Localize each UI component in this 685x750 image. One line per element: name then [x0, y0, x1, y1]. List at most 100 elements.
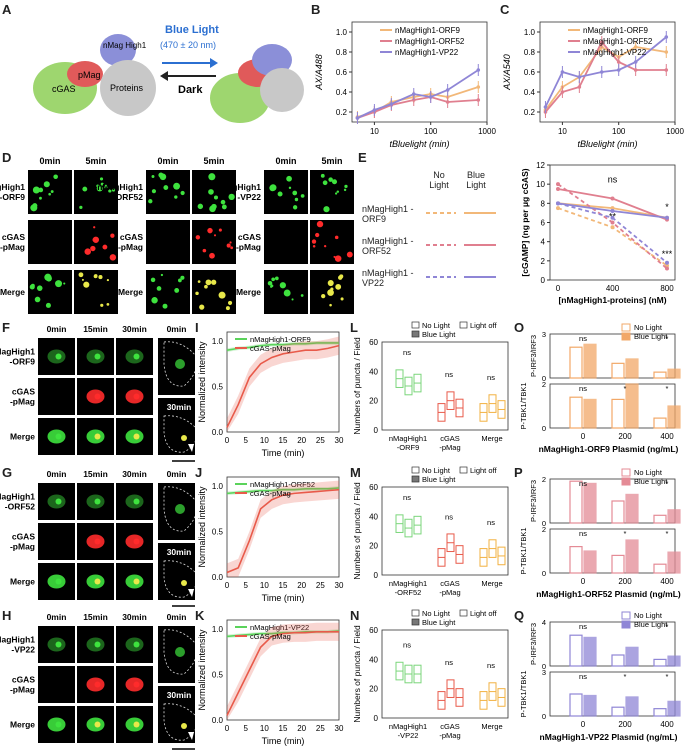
- data-point: [616, 68, 621, 72]
- time-label: 0min: [47, 324, 67, 334]
- panel-letter-c: C: [500, 2, 510, 17]
- legend-swatch: [411, 618, 420, 626]
- data-point: [428, 95, 433, 99]
- e-header-no-light: No Light: [429, 170, 449, 190]
- puncta: [346, 251, 353, 258]
- arrowhead-marker: [188, 732, 194, 740]
- puncta: [195, 291, 199, 296]
- y-tick-label: 0: [374, 571, 379, 580]
- legend-label: cGAS-pMag: [250, 344, 291, 353]
- y-tick-label: 0.4: [336, 88, 348, 97]
- y-tick-label: 0.2: [524, 108, 536, 117]
- y-axis-label: AX/A540: [502, 54, 512, 91]
- sig-label: *: [666, 334, 669, 343]
- confidence-band: [227, 336, 339, 432]
- puncta: [292, 205, 298, 210]
- y-axis-label: P-IRF3/IRF3: [529, 480, 538, 522]
- panel-o-chart: 03P-IRF3/IRF3ns**02P-TBK1/TBK1ns**020040…: [519, 323, 681, 454]
- x-tick-label: 30: [335, 581, 344, 590]
- puncta: [99, 177, 104, 181]
- sig-label: ns: [445, 658, 453, 667]
- data-point: [560, 90, 565, 94]
- protein-shape: [100, 60, 156, 116]
- x-category-label: Merge: [481, 434, 502, 443]
- x-category-label: nMagHigh1: [389, 722, 427, 731]
- cgas-label: cGAS: [52, 84, 76, 94]
- x-tick-label: 5: [243, 436, 248, 445]
- legend-swatch: [411, 609, 420, 617]
- bar: [653, 514, 667, 524]
- sig-label: *: [624, 384, 627, 393]
- y-tick-label: 2: [541, 257, 546, 266]
- row-label: -VP22: [11, 645, 35, 655]
- puncta: [207, 227, 213, 234]
- row-label: cGAS: [238, 232, 261, 242]
- bar: [611, 362, 625, 379]
- inset-time-label: 30min: [167, 402, 192, 412]
- x-tick-label: 5: [243, 581, 248, 590]
- panel-letter-p: P: [514, 465, 523, 480]
- x-axis-label: Time (min): [262, 448, 305, 458]
- proteins-label: Proteins: [110, 83, 144, 93]
- puncta: [50, 190, 54, 193]
- panel-letter-d: D: [2, 150, 12, 165]
- x-category-label: -ORF9: [397, 443, 420, 452]
- data-point: [616, 60, 621, 64]
- bar: [611, 554, 625, 574]
- y-tick-label: 40: [369, 512, 378, 521]
- time-label: 30min: [122, 612, 147, 622]
- y-tick-label: 0.4: [524, 88, 536, 97]
- x-tick-label: 10: [260, 581, 269, 590]
- puncta: [158, 172, 164, 178]
- y-axis-label: P-TBK1/TBK1: [519, 670, 528, 717]
- y-axis-label: P-IRF3/IRF3: [529, 623, 538, 665]
- time-label: 30min: [122, 469, 147, 479]
- x-tick-label: 400: [660, 720, 674, 729]
- puncta: [133, 681, 140, 688]
- bar: [569, 346, 583, 379]
- legend-label: nMagHigh1-ORF9: [250, 335, 311, 344]
- bar: [653, 371, 667, 379]
- puncta: [330, 287, 334, 291]
- legend-label: No Light: [634, 323, 663, 332]
- sig-label: *: [666, 384, 669, 393]
- y-tick-label: 60: [369, 338, 378, 347]
- puncta: [315, 232, 320, 238]
- sig-label: ns: [579, 334, 587, 343]
- row-label: nMagHigh1: [215, 182, 261, 192]
- blue-light-label: Blue Light: [165, 24, 219, 36]
- x-axis-label: Time (min): [262, 593, 305, 603]
- x-category-label: -pMag: [439, 588, 460, 597]
- puncta: [111, 188, 116, 192]
- x-category-label: Merge: [481, 579, 502, 588]
- bar: [625, 696, 639, 717]
- x-tick-label: 200: [618, 577, 632, 586]
- row-label: Merge: [10, 577, 35, 587]
- data-point: [610, 225, 615, 230]
- puncta: [108, 189, 112, 193]
- x-tick-label: 10: [260, 724, 269, 733]
- y-tick-label: 20: [369, 542, 378, 551]
- puncta: [39, 196, 42, 200]
- puncta: [343, 188, 347, 192]
- panel-letter-h: H: [2, 608, 12, 623]
- panel-letter-g: G: [2, 465, 13, 480]
- legend-label: No Light: [634, 468, 663, 477]
- time-label: 15min: [83, 469, 108, 479]
- data-point: [556, 201, 560, 206]
- puncta: [151, 174, 155, 178]
- puncta: [94, 641, 101, 648]
- puncta: [30, 204, 38, 212]
- y-tick-label: 1.0: [336, 28, 348, 37]
- sig-label: ns: [403, 348, 411, 357]
- row-label: -pMag: [10, 542, 35, 552]
- puncta: [274, 276, 279, 281]
- panel-m-chart: 0 20 40 60 Numbers of puncta / Field No Light…: [352, 466, 509, 597]
- data-point: [665, 260, 669, 265]
- x-category-label: -pMag: [439, 731, 460, 740]
- row-label: -ORF52: [113, 192, 144, 202]
- series-line: [226, 488, 340, 574]
- puncta: [151, 189, 157, 194]
- e-legend-lines: [426, 212, 496, 278]
- panel-f-microscopy: 0min 15min 30min 0min nMagHigh1-ORF9 cGAS-pMa…: [0, 324, 195, 462]
